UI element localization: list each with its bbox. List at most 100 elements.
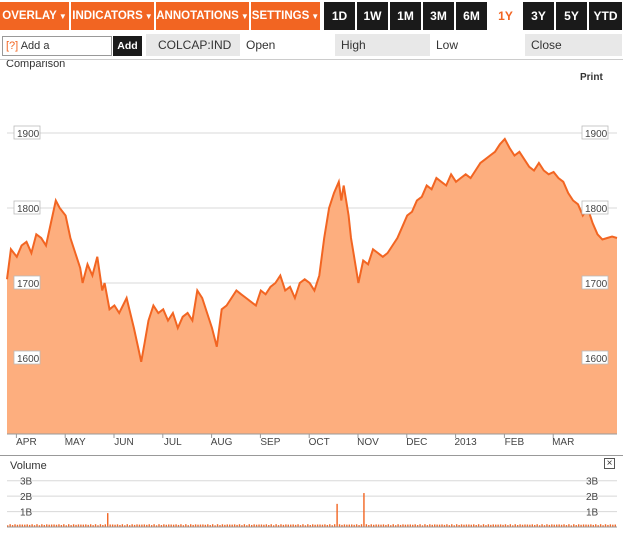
settings-menu-button[interactable]: SETTINGS ▼ (251, 2, 320, 30)
volume-bar (412, 524, 414, 527)
close-label: Close (525, 34, 622, 56)
price-y-tick-box (581, 350, 609, 365)
volume-bar (514, 524, 516, 527)
volume-bar (446, 524, 448, 527)
range-button-3y[interactable]: 3Y (523, 2, 554, 30)
volume-bar (341, 524, 343, 527)
overlay-menu-button[interactable]: OVERLAY ▼ (0, 2, 69, 30)
volume-bar (11, 525, 14, 527)
volume-bar (48, 524, 50, 527)
volume-bar (158, 524, 160, 527)
volume-bar (614, 524, 616, 527)
volume-chart: 1B 1B 2B 2B 3B 3B (0, 455, 623, 528)
volume-bar (231, 524, 233, 527)
volume-bar (519, 524, 521, 527)
price-y-tick-label: 1700 (17, 279, 40, 290)
volume-bar (438, 524, 441, 527)
volume-bar (53, 524, 55, 527)
volume-y-tick-label: 3B (586, 477, 599, 488)
annotations-menu-label: ANNOTATIONS (156, 10, 239, 22)
volume-bar (458, 524, 460, 527)
open-label: Open (246, 38, 276, 52)
range-button-3m[interactable]: 3M (423, 2, 454, 30)
volume-bar (568, 524, 570, 527)
price-y-tick-label: 1900 (17, 129, 40, 140)
volume-bar (229, 524, 231, 527)
volume-bar (304, 525, 307, 527)
volume-bar (499, 524, 502, 527)
volume-bar (587, 524, 590, 527)
volume-bar (287, 524, 289, 527)
volume-bar (421, 525, 424, 527)
range-button-1w[interactable]: 1W (357, 2, 388, 30)
volume-bar (282, 524, 285, 527)
volume-bar (509, 524, 512, 527)
volume-y-tick-label: 2B (586, 492, 599, 503)
range-button-1y[interactable]: 1Y (490, 2, 521, 30)
volume-bar (314, 524, 316, 527)
volume-bar (541, 524, 543, 527)
volume-bar (14, 524, 16, 527)
volume-bar (468, 524, 470, 527)
volume-bar (175, 524, 177, 527)
price-line (6, 137, 618, 363)
volume-bar (85, 524, 87, 527)
price-y-tick-label: 1800 (17, 204, 40, 215)
volume-bar (443, 524, 446, 527)
volume-bar (80, 524, 82, 527)
volume-bar (577, 524, 580, 527)
volume-bar (238, 524, 241, 527)
annotations-menu-button[interactable]: ANNOTATIONS ▼ (156, 2, 249, 30)
volume-bar (302, 524, 304, 527)
volume-bar (77, 524, 80, 527)
volume-bar (565, 525, 568, 527)
volume-bar (209, 525, 211, 527)
volume-bar (558, 524, 560, 527)
indicators-menu-button[interactable]: INDICATORS ▼ (71, 2, 154, 30)
range-button-ytd[interactable]: YTD (589, 2, 622, 30)
volume-bar (407, 524, 409, 527)
close-icon[interactable]: × (604, 458, 615, 469)
volume-bar (99, 524, 102, 527)
volume-bar (168, 524, 170, 527)
chevron-down-icon: ▼ (58, 12, 67, 21)
price-y-tick-box (13, 200, 41, 215)
range-button-1m[interactable]: 1M (390, 2, 421, 30)
price-chart: 1600 1600 1700 1700 1800 1800 1900 1900 APR MAY J… (0, 59, 623, 448)
volume-bar (431, 524, 433, 527)
print-link[interactable]: Print (580, 72, 603, 83)
help-link[interactable]: [?] (6, 40, 19, 52)
chevron-down-icon: ▼ (144, 12, 153, 21)
volume-bar (180, 524, 182, 527)
price-y-tick-box (13, 275, 41, 290)
range-button-6m[interactable]: 6M (456, 2, 487, 30)
volume-bar (465, 524, 468, 527)
price-y-tick-box (13, 350, 41, 365)
volume-bar (55, 524, 58, 527)
volume-bar (385, 524, 387, 527)
range-button-1d[interactable]: 1D (324, 2, 355, 30)
volume-bar (599, 524, 602, 527)
volume-bar (397, 524, 399, 527)
volume-bar (575, 525, 577, 527)
volume-bar (111, 524, 114, 527)
volume-bar (143, 524, 146, 527)
volume-bar (351, 524, 353, 527)
volume-bar (346, 524, 348, 527)
volume-bar (107, 513, 109, 527)
volume-bar (538, 525, 541, 527)
volume-bar (263, 524, 265, 527)
volume-bar (19, 524, 21, 527)
volume-bar (277, 525, 280, 527)
add-comparison-input[interactable]: [?] Add a Comparison (2, 36, 112, 70)
volume-bar (363, 493, 365, 527)
volume-bar (321, 524, 324, 527)
range-button-5y[interactable]: 5Y (556, 2, 587, 30)
volume-bar (448, 525, 451, 527)
volume-bar (170, 524, 172, 527)
price-y-tick-box (581, 125, 609, 140)
price-x-tick-label: JUN (114, 437, 133, 448)
volume-bar (455, 524, 458, 527)
add-comparison-button[interactable]: Add (113, 36, 142, 56)
volume-bar (560, 524, 563, 527)
